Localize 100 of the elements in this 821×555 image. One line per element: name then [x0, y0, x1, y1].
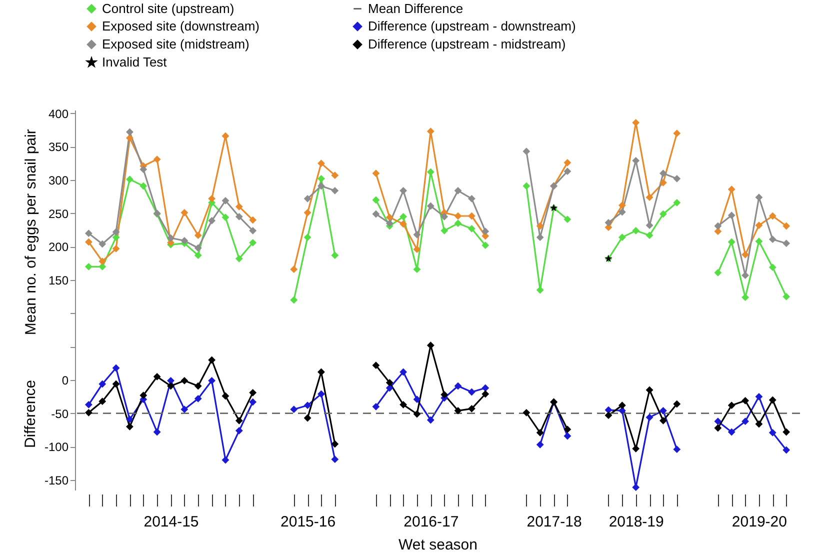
point [372, 402, 380, 410]
point [331, 456, 339, 464]
point [482, 390, 490, 398]
point [646, 222, 654, 230]
point [372, 362, 380, 370]
point [536, 286, 544, 294]
x-tick-label: 2018-19 [608, 514, 664, 530]
point [153, 428, 161, 436]
point [304, 194, 312, 202]
point [728, 212, 736, 220]
point [400, 400, 408, 408]
point [180, 208, 188, 216]
point [564, 216, 572, 224]
point [768, 236, 776, 244]
point [536, 222, 544, 230]
point [235, 202, 243, 210]
point [604, 406, 612, 414]
point [194, 394, 202, 402]
legend-label: Difference (upstream - downstream) [368, 18, 576, 34]
point [714, 418, 722, 426]
point [304, 402, 312, 410]
point [180, 406, 188, 414]
text: Difference [22, 380, 39, 448]
point [413, 410, 421, 418]
point [180, 376, 188, 384]
point [660, 210, 667, 218]
point [646, 386, 654, 394]
point [755, 222, 763, 230]
point [126, 176, 134, 184]
point [304, 234, 312, 242]
point [84, 262, 92, 270]
point [714, 424, 722, 432]
point [235, 426, 243, 434]
point [755, 238, 763, 246]
point [768, 428, 776, 436]
point [755, 420, 763, 428]
point [673, 130, 681, 138]
point [290, 406, 298, 414]
point [413, 396, 421, 404]
point [153, 372, 161, 380]
point [742, 396, 749, 404]
point [660, 416, 667, 424]
legend-label: Exposed site (midstream) [102, 36, 250, 52]
y-tick-label: 150 [48, 274, 69, 288]
point [84, 230, 92, 238]
point [235, 212, 243, 220]
point [372, 196, 380, 204]
point [440, 390, 448, 398]
point [618, 202, 626, 210]
legend-label: Difference (upstream - midstream) [368, 36, 566, 52]
point [714, 268, 722, 276]
point [782, 428, 790, 436]
point [618, 402, 626, 410]
point [331, 252, 339, 260]
point [98, 380, 106, 388]
legend-label: Control site (upstream) [102, 0, 234, 16]
point [331, 172, 339, 180]
point [112, 228, 120, 236]
point [673, 446, 681, 454]
point [222, 392, 230, 400]
point [194, 232, 202, 240]
point [249, 226, 257, 234]
point [235, 254, 243, 262]
point [632, 226, 640, 234]
point [454, 382, 462, 390]
point [249, 216, 257, 224]
point [153, 156, 161, 164]
point [536, 234, 544, 242]
point [536, 440, 544, 448]
point [564, 426, 572, 434]
point [454, 406, 462, 414]
point [84, 400, 92, 408]
point [372, 170, 380, 178]
x-tick-label: 2019-20 [732, 514, 787, 530]
point [222, 196, 230, 204]
point [426, 202, 434, 210]
point [235, 416, 243, 424]
point [482, 384, 490, 392]
point [468, 194, 476, 202]
point [468, 388, 476, 396]
point [522, 408, 530, 416]
point [98, 398, 106, 406]
point [440, 212, 448, 220]
point [386, 378, 394, 386]
point [112, 380, 120, 388]
point [400, 368, 408, 376]
point [126, 422, 134, 430]
point [768, 396, 776, 404]
point [742, 294, 749, 302]
point [768, 264, 776, 272]
point [522, 182, 530, 190]
point [728, 402, 736, 410]
point [742, 418, 749, 426]
x-tick-label: 2016-17 [404, 514, 459, 530]
y-tick-label: 400 [48, 106, 69, 121]
point [618, 234, 626, 242]
point [140, 392, 148, 400]
y-tick-label: -150 [44, 474, 69, 488]
y-tick-label: 200 [48, 240, 69, 254]
point [84, 408, 92, 416]
